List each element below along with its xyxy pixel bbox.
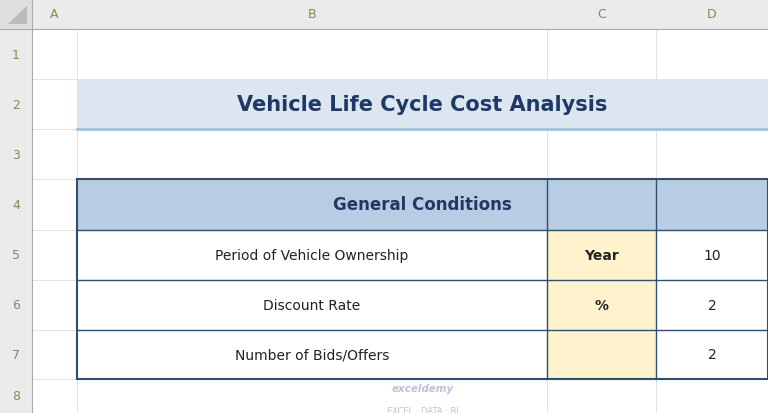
Text: 2: 2 [12,98,20,112]
Text: 2: 2 [707,347,717,361]
Text: 2: 2 [707,298,717,312]
Bar [656,330,768,379]
Bar [0,0,32,30]
Text: EXCEL · DATA · BI: EXCEL · DATA · BI [386,406,458,413]
Text: 5: 5 [12,249,20,261]
Bar [656,230,768,280]
Text: C: C [598,8,606,21]
Text: exceldemy: exceldemy [392,383,454,393]
Bar [547,330,656,379]
Bar [77,180,768,379]
Bar [547,230,656,280]
Text: Year: Year [584,248,619,262]
Bar [0,0,768,30]
Polygon shape [8,7,27,26]
Bar [77,280,547,330]
Text: A: A [50,8,59,21]
Text: 7: 7 [12,348,20,361]
Text: Period of Vehicle Ownership: Period of Vehicle Ownership [215,248,409,262]
Text: 4: 4 [12,199,20,211]
Text: D: D [707,8,717,21]
Bar [77,180,768,230]
Bar [77,230,547,280]
Text: Vehicle Life Cycle Cost Analysis: Vehicle Life Cycle Cost Analysis [237,95,607,115]
Bar [656,280,768,330]
Text: %: % [594,298,608,312]
Bar [77,80,768,130]
Text: 6: 6 [12,299,20,311]
Bar [77,180,768,379]
Text: B: B [308,8,316,21]
Bar [0,30,32,413]
Text: 1: 1 [12,48,20,62]
Text: 8: 8 [12,389,20,402]
Bar [77,330,547,379]
Text: Discount Rate: Discount Rate [263,298,361,312]
Bar [547,280,656,330]
Text: Number of Bids/Offers: Number of Bids/Offers [235,347,389,361]
Text: General Conditions: General Conditions [333,196,512,214]
Text: 3: 3 [12,148,20,161]
Text: 10: 10 [703,248,721,262]
